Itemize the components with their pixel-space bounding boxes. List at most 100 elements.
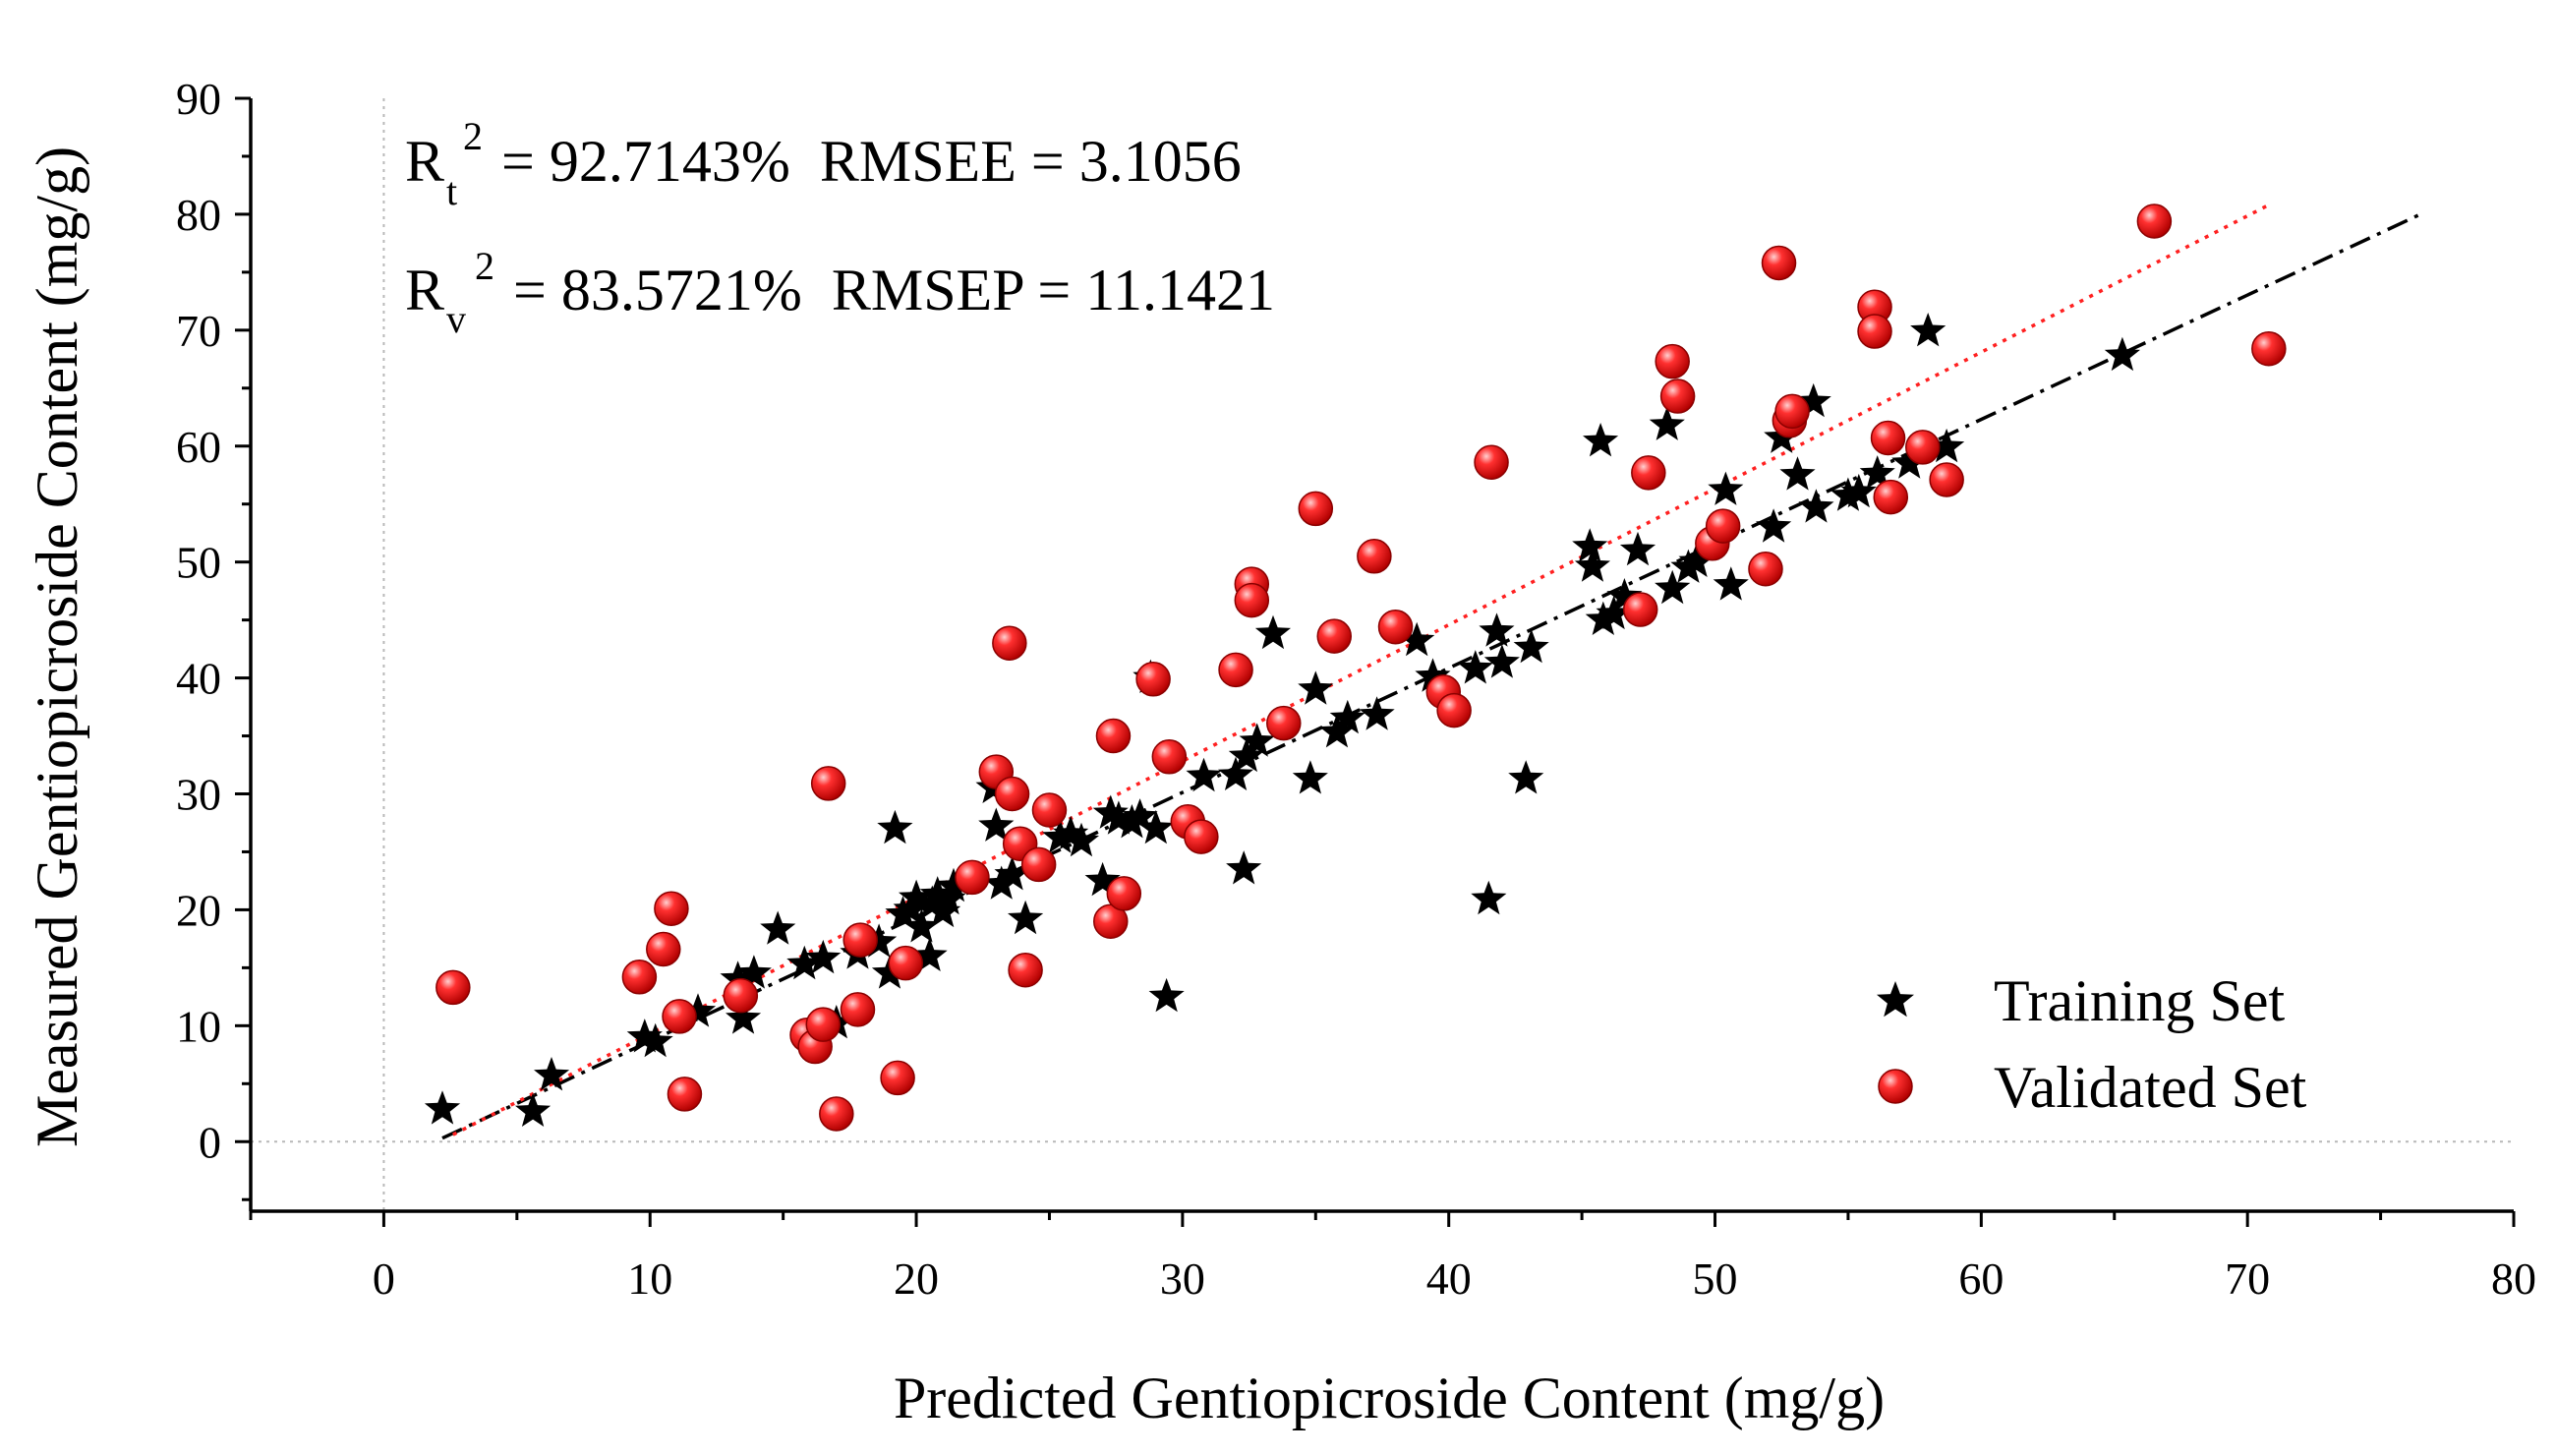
training-point (735, 955, 772, 989)
training-point (786, 945, 823, 980)
validated-point (1929, 462, 1964, 497)
validated-point (1870, 420, 1906, 456)
validated-point (654, 891, 689, 926)
training-point (1084, 861, 1121, 897)
training-point (1713, 566, 1749, 601)
validated-point (1659, 379, 1696, 414)
x-tick-label: 80 (2491, 1253, 2536, 1304)
validated-point (662, 999, 697, 1034)
training-point (1359, 696, 1395, 730)
validated-point (723, 977, 759, 1014)
validated-point (436, 969, 471, 1006)
training-point (1574, 548, 1610, 582)
training-point (1756, 508, 1792, 543)
validated-point (646, 931, 681, 967)
x-tick-label: 30 (1160, 1253, 1205, 1304)
validated-point (1857, 314, 1892, 349)
validated-point (810, 766, 846, 801)
training-point (1053, 815, 1089, 850)
validated-point (2136, 204, 2173, 239)
validated-point (888, 945, 923, 981)
legend-star-icon (1877, 981, 1914, 1018)
training-point (1479, 612, 1515, 647)
x-tick-label: 0 (373, 1253, 395, 1304)
x-tick-label: 50 (1693, 1253, 1738, 1304)
training-point (1585, 601, 1621, 635)
y-tick-label: 70 (176, 306, 221, 356)
training-point (424, 1090, 461, 1125)
validated-point (1705, 508, 1741, 544)
validated-point (842, 922, 878, 958)
y-tick-label: 0 (199, 1117, 221, 1167)
training-point (1891, 444, 1928, 479)
training-point (1798, 489, 1834, 523)
training-point (1471, 880, 1507, 915)
validated-point (1095, 718, 1132, 754)
training-point (805, 939, 842, 974)
training-point (534, 1057, 570, 1091)
training-point (1226, 850, 1262, 885)
y-tick-label: 80 (176, 190, 221, 240)
training-point (1399, 621, 1435, 657)
stats-sup-training: 2 (463, 114, 483, 158)
validated-fit-line (452, 203, 2270, 1136)
training-point (1318, 714, 1355, 748)
validated-point (1905, 430, 1941, 465)
validated-point (1655, 343, 1690, 379)
training-point (935, 867, 971, 903)
training-point (1619, 531, 1656, 566)
training-point (983, 865, 1019, 900)
validated-point (1218, 652, 1253, 688)
training-point (1596, 595, 1632, 630)
validated-point (2251, 330, 2287, 367)
training-point (885, 896, 921, 930)
validated-point (1761, 245, 1797, 281)
training-point (1678, 543, 1714, 577)
validated-point (1020, 846, 1057, 883)
training-point (1779, 456, 1816, 491)
training-point (1239, 723, 1275, 757)
training-point (1606, 578, 1643, 612)
training-point (1508, 760, 1544, 794)
training-point (1655, 569, 1691, 605)
stats-text-training: = 92.7143% RMSEE = 3.1056 (487, 129, 1242, 194)
training-point (903, 908, 940, 943)
y-tick-label: 30 (176, 770, 221, 820)
y-tick-label: 40 (176, 654, 221, 704)
validated-point (1031, 792, 1068, 828)
y-axis-title: Measured Gentiopicroside Content (mg/g) (25, 146, 89, 1147)
training-point (1457, 650, 1493, 684)
y-tick-label: 20 (176, 885, 221, 935)
training-point (637, 1022, 673, 1058)
training-point (1329, 699, 1365, 734)
training-point (1483, 644, 1520, 678)
training-point (1572, 528, 1608, 562)
stats-sub-training: t (446, 169, 457, 213)
y-tick-label: 90 (176, 74, 221, 124)
training-point (1122, 798, 1158, 833)
validated-point (1357, 539, 1392, 574)
validated-point (1631, 455, 1666, 491)
training-point (2104, 336, 2140, 372)
training-point (1840, 473, 1877, 508)
training-point (720, 961, 756, 995)
validated-point (667, 1077, 703, 1112)
y-tick-label: 10 (176, 1001, 221, 1051)
legend-sphere-icon (1878, 1069, 1913, 1104)
training-point (1764, 419, 1800, 453)
training-point (919, 876, 956, 910)
y-tick-label: 60 (176, 422, 221, 472)
y-axis: 0 10 20 30 40 50 60 70 80 90 (176, 74, 251, 1201)
validated-point (819, 1096, 854, 1132)
validated-point (880, 1060, 915, 1096)
training-point (515, 1092, 552, 1127)
training-point (861, 923, 898, 958)
validated-point (1748, 551, 1783, 587)
training-point (1254, 614, 1291, 650)
training-point (626, 1019, 663, 1053)
training-point (877, 809, 913, 844)
training-point (760, 910, 796, 945)
training-point (1649, 406, 1685, 440)
x-tick-label: 10 (627, 1253, 672, 1304)
